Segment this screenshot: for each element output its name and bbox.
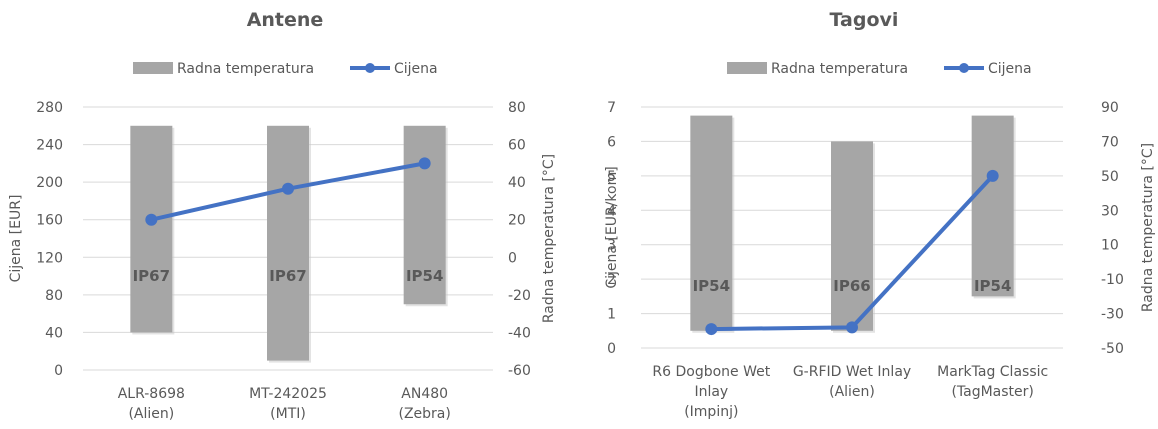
legend-swatch-bar <box>133 62 173 74</box>
bar-data-label: IP54 <box>974 277 1011 295</box>
left-axis-title: Cijena [EUR] <box>8 195 24 283</box>
price-point <box>418 157 431 170</box>
left-tick-label: 160 <box>36 213 63 229</box>
temperature-range-bar <box>130 125 173 333</box>
legend-marker-line <box>365 63 375 73</box>
right-tick-label: 30 <box>1101 203 1119 219</box>
left-tick-label: 280 <box>36 100 63 116</box>
left-tick-label: 0 <box>607 341 616 357</box>
category-label-line: (Alien) <box>829 384 875 400</box>
legend-swatch-bar <box>727 62 767 74</box>
category-label-line: MT-242025 <box>249 386 327 402</box>
category-label: AN480 (Zebra) <box>398 386 450 422</box>
category-label-line: R6 Dogbone Wet <box>652 364 770 380</box>
bar-data-label: IP54 <box>693 277 730 295</box>
category-label: ALR-8698 (Alien) <box>118 386 185 422</box>
right-tick-label: -20 <box>508 288 531 304</box>
category-label: R6 Dogbone Wet Inlay (Impinj) <box>652 364 770 420</box>
chart-tagovi: Tagovi Radna temperatura Cijena 0 1 2 3 4 5 6 7 -50… <box>604 9 1156 420</box>
bar-data-label: IP54 <box>406 267 443 285</box>
left-tick-label: 0 <box>54 363 63 379</box>
category-label: MarkTag Classic (TagMaster) <box>937 364 1048 400</box>
category-label: MT-242025 (MTI) <box>249 386 327 422</box>
category-label-line: ALR-8698 <box>118 386 185 402</box>
right-tick-label: 70 <box>1101 134 1119 150</box>
right-axis-title: Radna temperatura [°C] <box>541 154 557 323</box>
right-tick-label: -40 <box>508 325 531 341</box>
right-tick-label: 10 <box>1101 238 1119 254</box>
category-label-line: AN480 <box>401 386 448 402</box>
chart-antene: Antene Radna temperatura Cijena 0 40 80 120 160… <box>8 9 557 422</box>
category-label-line: Inlay <box>694 384 728 400</box>
legend-label-bar: Radna temperatura <box>771 61 908 77</box>
right-axis-title: Radna temperatura [°C] <box>1140 143 1156 312</box>
chart-title: Tagovi <box>830 9 899 31</box>
category-label-line: (Impinj) <box>684 404 738 420</box>
right-tick-label: 0 <box>508 250 517 266</box>
temperature-range-bar <box>971 115 1014 297</box>
category-label-line: MarkTag Classic <box>937 364 1048 380</box>
bar-data-label: IP67 <box>269 267 306 285</box>
left-tick-label: 80 <box>45 288 63 304</box>
category-label-line: (Zebra) <box>398 406 450 422</box>
temperature-range-bar <box>267 125 309 361</box>
right-tick-label: -10 <box>1101 272 1124 288</box>
left-tick-label: 7 <box>607 100 616 116</box>
price-point <box>986 169 999 182</box>
right-tick-label: 40 <box>508 175 526 191</box>
price-point <box>282 182 294 195</box>
left-tick-label: 240 <box>36 138 63 154</box>
right-tick-label: 20 <box>508 213 526 229</box>
category-label: G-RFID Wet Inlay (Alien) <box>793 364 911 400</box>
right-tick-label: -30 <box>1101 307 1124 323</box>
bar-data-label: IP67 <box>133 267 170 285</box>
legend-marker-line <box>959 63 969 73</box>
chart-title: Antene <box>247 9 324 31</box>
left-axis-title: Cijena [EUR/kom] <box>604 166 620 288</box>
right-tick-label: 90 <box>1101 100 1119 116</box>
temperature-range-bar <box>690 115 733 331</box>
right-tick-label: -60 <box>508 363 531 379</box>
left-tick-label: 4 <box>607 203 616 219</box>
right-tick-label: 60 <box>508 138 526 154</box>
category-label-line: (Alien) <box>128 406 174 422</box>
left-tick-label: 200 <box>36 175 63 191</box>
category-label-line: (TagMaster) <box>951 384 1033 400</box>
left-tick-label: 3 <box>607 238 616 254</box>
price-point <box>846 321 858 334</box>
right-tick-label: 50 <box>1101 169 1119 185</box>
left-tick-label: 40 <box>45 325 63 341</box>
legend-label-bar: Radna temperatura <box>177 61 314 77</box>
left-tick-label: 120 <box>36 250 63 266</box>
right-tick-label: -50 <box>1101 341 1124 357</box>
bar-data-label: IP66 <box>833 277 870 295</box>
left-tick-label: 5 <box>607 169 616 185</box>
right-tick-label: 80 <box>508 100 526 116</box>
temperature-range-bar <box>403 125 446 305</box>
category-label-line: (MTI) <box>270 406 306 422</box>
price-point <box>145 213 158 226</box>
legend-label-line: Cijena <box>988 61 1032 77</box>
legend-label-line: Cijena <box>394 61 438 77</box>
left-tick-label: 1 <box>607 307 616 323</box>
temperature-range-bar <box>831 141 873 331</box>
price-point <box>705 323 718 336</box>
left-tick-label: 2 <box>607 272 616 288</box>
left-tick-label: 6 <box>607 134 616 150</box>
category-label-line: G-RFID Wet Inlay <box>793 364 911 380</box>
